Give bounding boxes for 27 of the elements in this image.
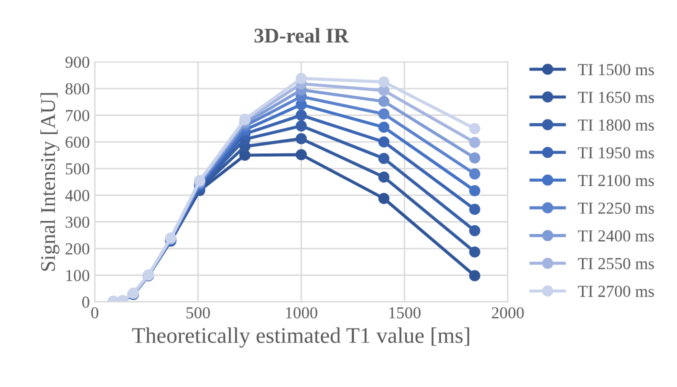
chart-title: 3D-real IR	[254, 28, 349, 43]
x-tick-label: 2000	[492, 307, 524, 318]
legend-label: TI 2700 ms	[578, 286, 654, 297]
x-tick-label: 500	[186, 307, 210, 318]
x-tick-label: 1500	[389, 307, 421, 318]
y-tick-label: 0	[82, 296, 90, 308]
x-tick-label: 1000	[286, 307, 318, 318]
legend-label: TI 2250 ms	[578, 202, 654, 214]
y-tick-label: 200	[66, 243, 90, 254]
legend-label: TI 1650 ms	[578, 92, 654, 103]
y-tick-label: 700	[66, 110, 90, 122]
legend-label: TI 1500 ms	[578, 64, 654, 76]
x-tick-label: 0	[91, 307, 98, 318]
y-axis-title: Signal Intensity [AU]	[40, 93, 60, 271]
legend-label: TI 2100 ms	[578, 174, 654, 186]
x-axis-title: Theoretically estimated T1 value [ms]	[132, 327, 470, 348]
legend-label: TI 1800 ms	[578, 119, 654, 131]
legend-label: TI 2400 ms	[578, 230, 654, 242]
y-tick-label: 800	[66, 83, 90, 95]
y-tick-label: 100	[66, 270, 90, 282]
y-tick-label: 400	[65, 190, 90, 202]
legend-label: TI 1950 ms	[578, 147, 654, 158]
y-tick-label: 300	[66, 216, 90, 228]
y-tick-label: 600	[66, 136, 90, 148]
legend-label: TI 2550 ms	[578, 258, 654, 270]
y-tick-label: 500	[66, 163, 90, 175]
y-tick-label: 900	[65, 56, 90, 68]
